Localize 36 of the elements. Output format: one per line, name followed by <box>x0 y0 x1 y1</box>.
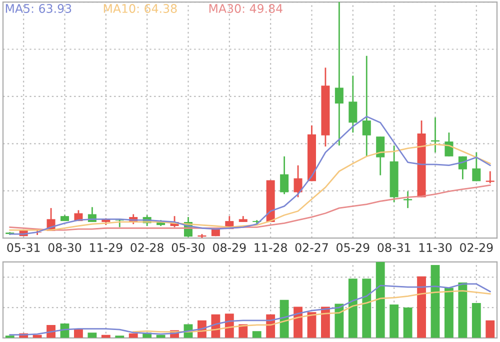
x-tick-label: 05-30 <box>172 243 205 252</box>
bar <box>88 332 97 338</box>
text: MA10: 64.38 <box>104 4 177 13</box>
x-tick-label: 08-30 <box>48 243 82 252</box>
bar <box>348 278 358 338</box>
bar <box>430 265 440 338</box>
x-tick-label: 05-31 <box>7 243 40 252</box>
x-tick-label: 08-31 <box>378 243 410 252</box>
bar <box>472 302 481 338</box>
bar <box>458 282 468 338</box>
x-tick-label: 11-29 <box>90 243 122 252</box>
bar <box>321 306 330 338</box>
candlestick <box>266 180 275 223</box>
x-tick-label: 08-29 <box>213 243 246 252</box>
bar <box>417 276 426 338</box>
bar <box>74 330 83 338</box>
x-tick-label: 02-28 <box>130 243 164 252</box>
bar <box>294 306 302 338</box>
bar <box>252 331 262 338</box>
bar <box>334 304 344 338</box>
bar <box>280 300 289 338</box>
candlestick <box>404 190 412 209</box>
bar <box>444 288 454 338</box>
x-tick-label: 11-28 <box>254 243 287 252</box>
text: MA5: 63.93 <box>6 4 72 13</box>
candlestick <box>486 170 494 184</box>
bar <box>403 308 412 338</box>
bar <box>376 262 385 338</box>
bar <box>362 278 372 338</box>
x-tick-label: 05-29 <box>336 243 370 252</box>
bar <box>390 304 399 338</box>
x-tick-label: 02-29 <box>460 243 493 252</box>
bar <box>486 320 495 338</box>
x-tick-label: 02-27 <box>295 243 328 252</box>
x-tick-label: 11-30 <box>419 243 452 252</box>
text: MA30: 49.84 <box>209 4 282 13</box>
